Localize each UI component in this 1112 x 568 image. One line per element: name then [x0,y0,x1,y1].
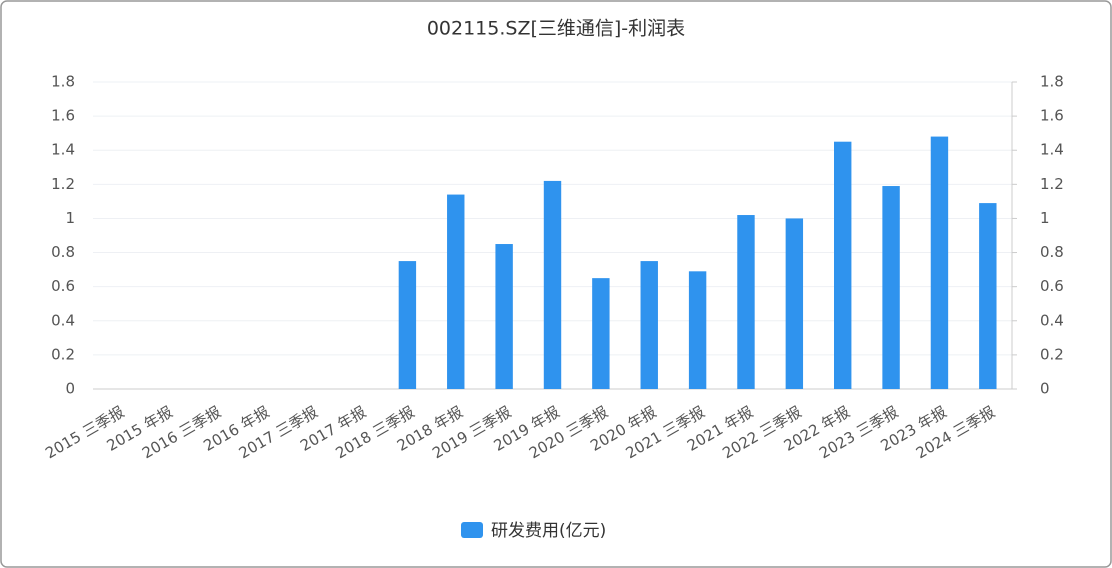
y2-tick-label: 0.6 [1040,277,1064,295]
y-tick-label: 1.8 [51,73,75,91]
bar [737,215,755,389]
bar [688,271,707,389]
y2-tick-label: 1.8 [1040,73,1064,91]
bar [785,218,804,389]
bar [543,180,562,389]
y2-tick-label: 1.2 [1040,175,1064,193]
bar [979,203,997,389]
y-tick-label: 1.6 [51,107,75,125]
bar [447,194,465,389]
bar [834,141,852,389]
y2-tick-label: 1 [1040,209,1050,227]
legend-swatch [461,522,483,538]
y2-tick-label: 0 [1040,380,1050,398]
bar [495,244,513,389]
bar [592,278,610,389]
y2-tick-label: 0.4 [1040,311,1064,329]
bar [640,261,658,389]
y-tick-label: 0.8 [51,243,75,261]
y2-tick-label: 0.2 [1040,345,1064,363]
bar [930,136,949,389]
y-tick-label: 0.2 [51,345,75,363]
y2-tick-label: 1.6 [1040,107,1064,125]
y-tick-label: 1.4 [51,141,75,159]
y2-tick-label: 0.8 [1040,243,1064,261]
chart-title: 002115.SZ[三维通信]-利润表 [427,18,685,40]
y2-tick-label: 1.4 [1040,141,1064,159]
bar [882,186,900,389]
bar [398,261,417,389]
y-tick-label: 1.2 [51,175,75,193]
y-tick-label: 0.4 [51,311,75,329]
y-tick-label: 1 [65,209,75,227]
y-tick-label: 0.6 [51,277,75,295]
y-tick-label: 0 [65,380,75,398]
legend-label: 研发费用(亿元) [491,521,606,541]
